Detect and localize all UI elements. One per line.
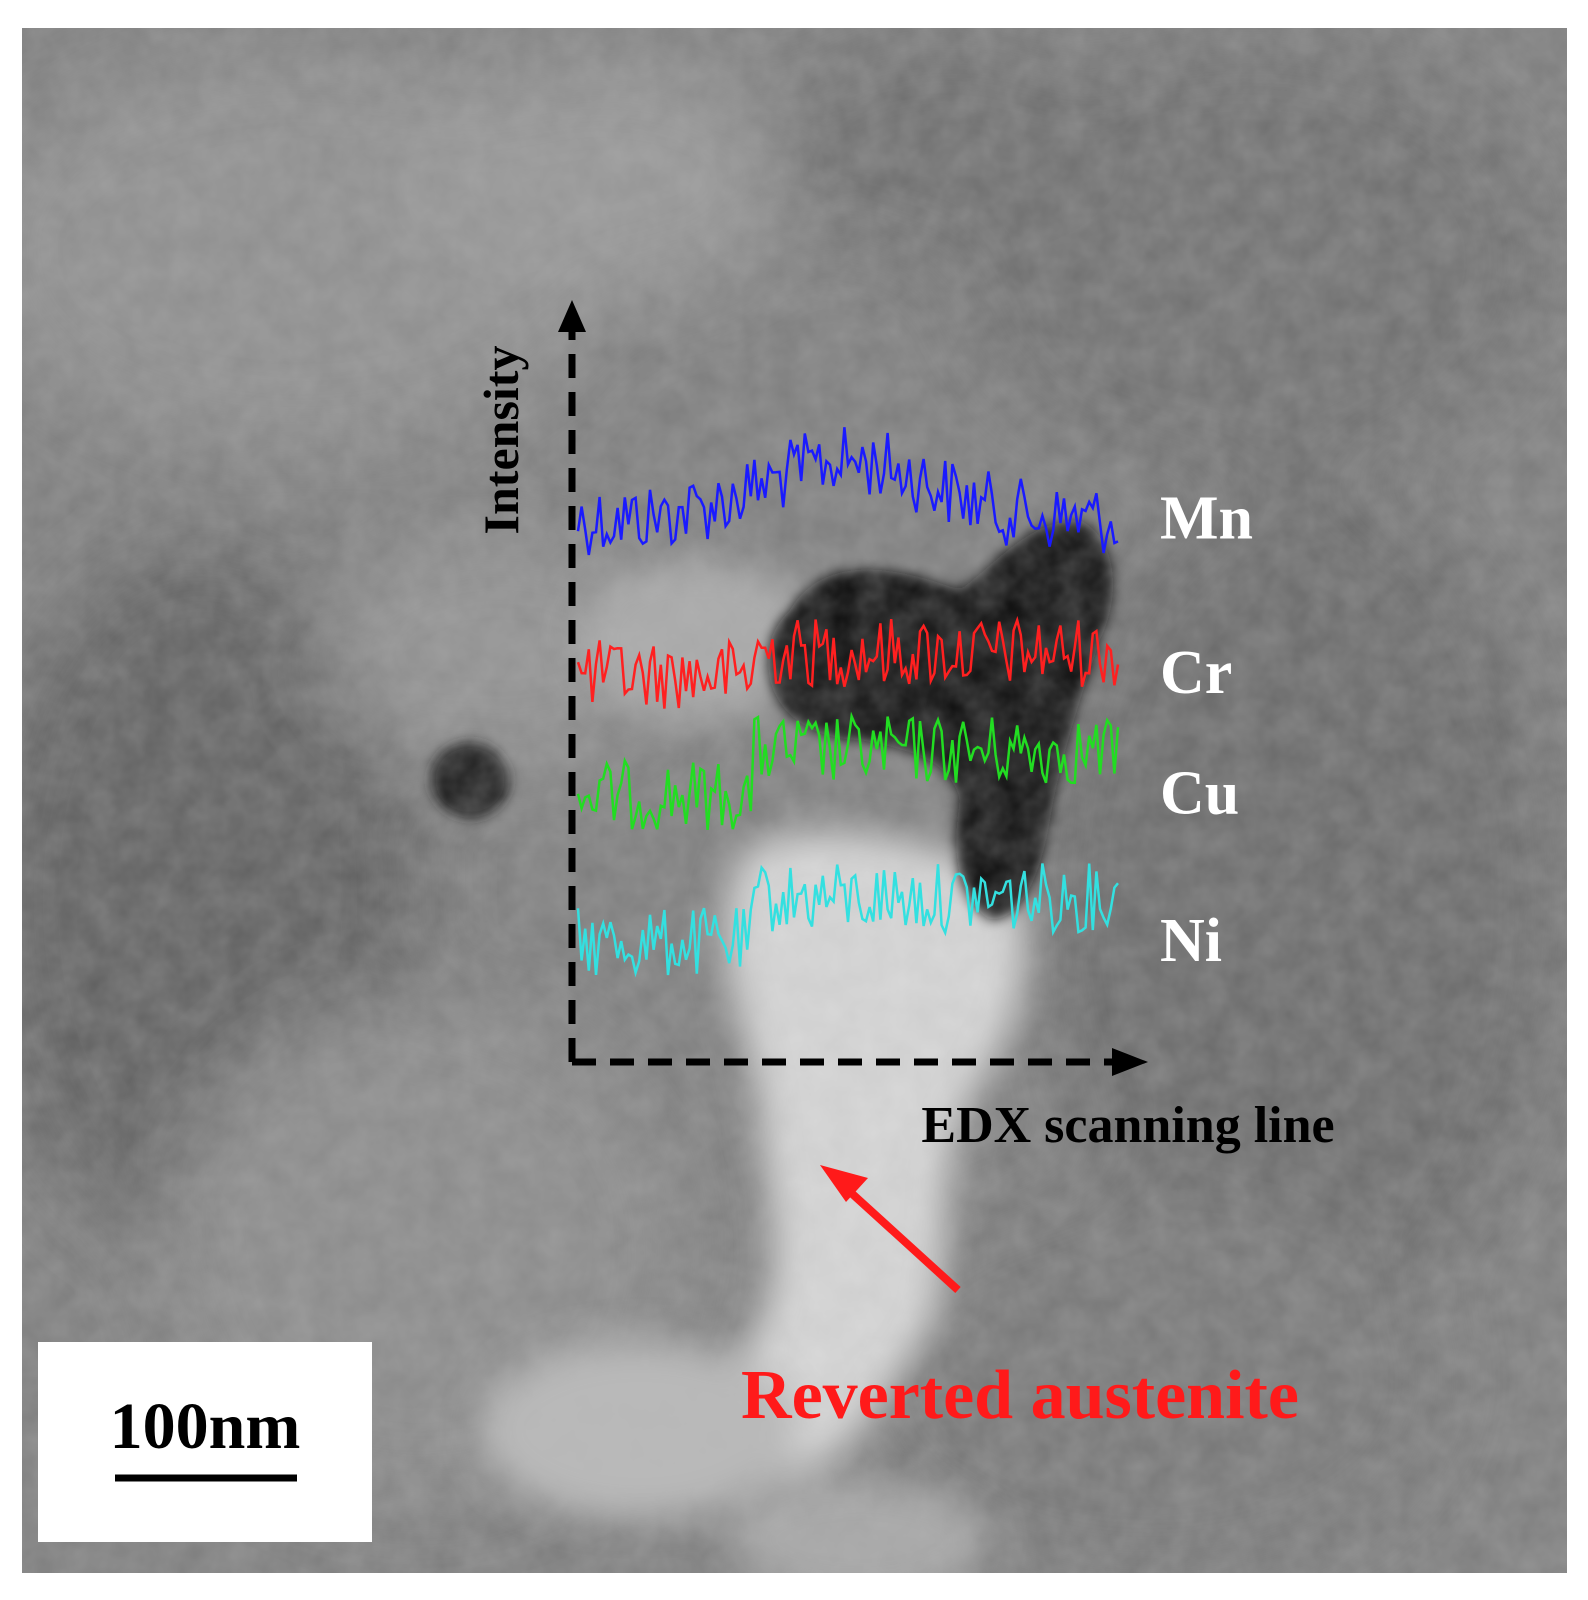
element-label-cr: Cr: [1160, 639, 1232, 707]
profile-line-mn: [576, 427, 1119, 556]
element-label-cu: Cu: [1160, 759, 1239, 827]
scale-bar-box: [38, 1342, 372, 1542]
annotation-label: Reverted austenite: [741, 1357, 1299, 1434]
edx-profiles: [576, 427, 1120, 978]
profile-line-ni: [576, 863, 1119, 978]
profile-axes: Intensity EDX scanning line: [473, 300, 1335, 1154]
profile-line-cu: [576, 711, 1120, 831]
element-label-mn: Mn: [1160, 485, 1253, 553]
reverted-austenite-annotation: Reverted austenite: [741, 1165, 1299, 1434]
y-axis-arrowhead: [558, 300, 586, 332]
profile-line-cr: [576, 615, 1120, 709]
element-labels: Mn Cr Cu Ni: [1160, 485, 1253, 975]
annotation-arrow-head: [820, 1165, 868, 1202]
x-axis-label: EDX scanning line: [921, 1097, 1334, 1154]
x-axis-arrowhead: [1112, 1048, 1148, 1076]
scale-bar-label: 100nm: [110, 1390, 301, 1463]
scale-bar: 100nm: [38, 1342, 372, 1542]
annotation-arrow-shaft: [845, 1187, 961, 1293]
element-label-ni: Ni: [1160, 907, 1222, 975]
y-axis-label: Intensity: [473, 346, 529, 535]
